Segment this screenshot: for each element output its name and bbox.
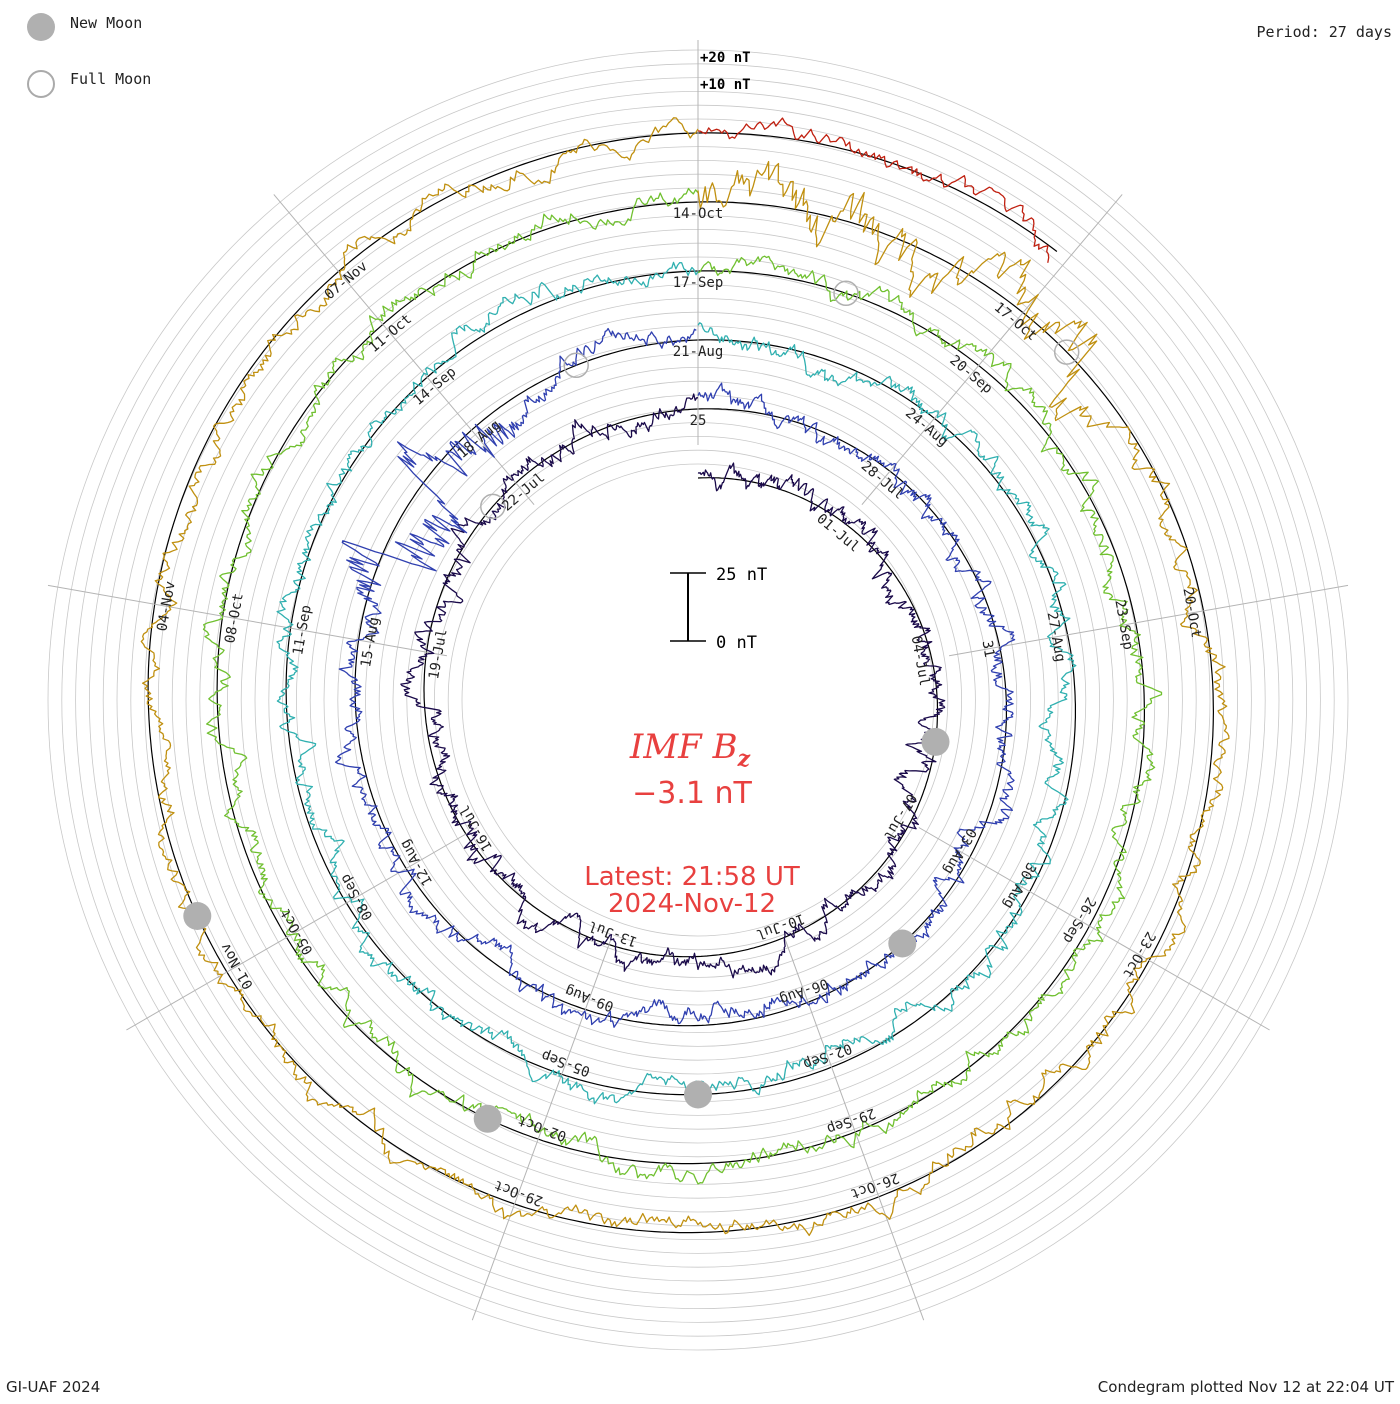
day-spoke xyxy=(47,584,447,657)
full-moon-marker xyxy=(1053,339,1080,365)
tick-label-plus20: +20 nT xyxy=(700,50,751,66)
trace-turn-3 xyxy=(276,261,1077,1105)
date-label: 29-Sep xyxy=(825,1104,878,1136)
quantity-label: IMF Bz xyxy=(629,727,751,772)
new-moon-marker xyxy=(921,727,950,756)
credit-label: GI-UAF 2024 xyxy=(6,1378,101,1396)
center-readout: IMF Bz −3.1 nT Latest: 21:58 UT 2024-Nov… xyxy=(584,727,800,919)
zero-baseline xyxy=(147,132,1215,1234)
day-spoke xyxy=(861,194,1123,506)
full-moon-marker xyxy=(833,280,859,307)
date-label: 26-Oct xyxy=(848,1169,901,1201)
new-moon-marker xyxy=(183,902,212,930)
date-label: 09-Aug xyxy=(563,982,616,1014)
new-moon-legend-icon xyxy=(27,13,55,41)
date-label: 17-Sep xyxy=(673,275,724,291)
bz-traces xyxy=(140,117,1230,1237)
date-labels: 01-Jul04-Jul07-Jul10-Jul13-Jul16-Jul19-J… xyxy=(154,206,1204,1209)
moon-markers xyxy=(183,280,1080,1133)
scale-bar-top-label: 25 nT xyxy=(716,565,767,585)
new-moon-marker xyxy=(888,929,917,958)
current-value: −3.1 nT xyxy=(632,776,752,811)
quantity-subscript: z xyxy=(737,746,751,772)
full-moon-legend-label: Full Moon xyxy=(70,70,152,88)
full-moon-marker xyxy=(480,493,506,520)
new-moon-legend-label: New Moon xyxy=(70,14,143,32)
value-tick-labels: +20 nT +10 nT xyxy=(700,50,751,93)
full-moon-marker xyxy=(563,352,589,379)
day-spoke xyxy=(918,827,1270,1031)
scale-bar: 25 nT 0 nT xyxy=(670,565,767,653)
day-spokes xyxy=(47,40,1349,1321)
quantity-main: IMF B xyxy=(629,727,738,767)
grid-ring xyxy=(337,339,1059,1061)
period-label: Period: 27 days xyxy=(1256,23,1392,41)
day-spoke xyxy=(949,584,1349,657)
tick-label-plus10: +10 nT xyxy=(700,77,751,93)
date-label: 29-Oct xyxy=(492,1177,545,1209)
day-spoke xyxy=(273,194,535,506)
grid-ring xyxy=(378,380,1018,1020)
trace-turn-1 xyxy=(400,393,946,979)
new-moon-marker xyxy=(684,1080,712,1109)
date-label: 21-Aug xyxy=(673,344,724,360)
date-label: 14-Oct xyxy=(673,206,724,222)
day-spoke xyxy=(784,939,925,1321)
latest-date: 2024-Nov-12 xyxy=(608,889,776,919)
grid-ring xyxy=(461,463,935,937)
date-label: 31 xyxy=(978,639,997,658)
trace-turn-6 xyxy=(697,117,1050,263)
full-moon-legend-icon xyxy=(27,70,55,98)
date-label: 06-Aug xyxy=(777,975,830,1007)
day-spoke xyxy=(126,827,478,1031)
new-moon-marker xyxy=(473,1104,502,1133)
date-label: 02-Sep xyxy=(801,1040,854,1072)
grid-ring xyxy=(364,366,1032,1034)
trace-turn-2 xyxy=(334,327,1016,1028)
grid-ring xyxy=(447,449,949,951)
date-label: 25 xyxy=(690,413,707,429)
date-label: 05-Sep xyxy=(539,1047,592,1079)
trace-turn-4 xyxy=(202,187,1163,1185)
date-label: 02-Oct xyxy=(516,1112,569,1144)
scale-bar-bottom-label: 0 nT xyxy=(716,633,757,653)
date-label: 01-Jul xyxy=(813,511,862,556)
plotted-timestamp: Condegram plotted Nov 12 at 22:04 UT xyxy=(1097,1378,1394,1396)
trace-turn-5 xyxy=(140,117,1230,1237)
latest-time: Latest: 21:58 UT xyxy=(584,862,800,892)
